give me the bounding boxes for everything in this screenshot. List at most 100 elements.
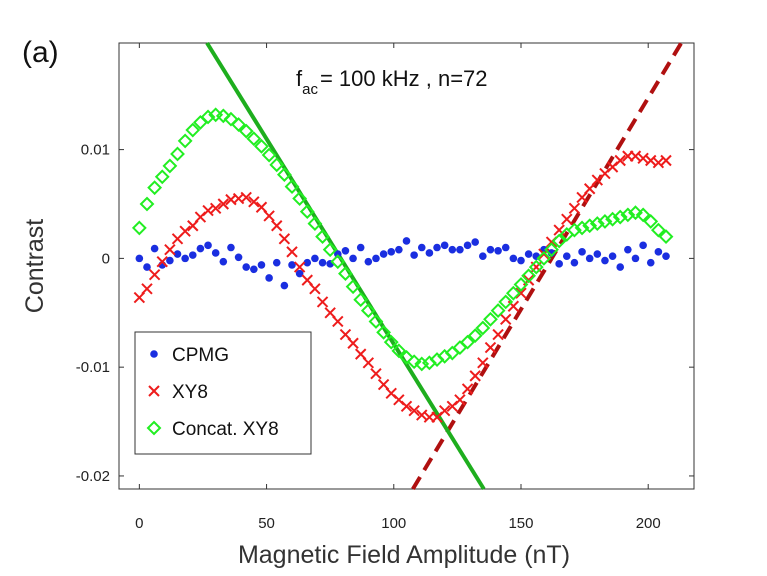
xy8-point-stroke xyxy=(225,193,237,206)
xy8-point xyxy=(316,296,329,308)
legend-symbol-xy8-stroke xyxy=(148,385,160,397)
cpmg-point xyxy=(288,261,296,269)
legend-label-concat-xy8: Concat. XY8 xyxy=(172,419,279,440)
xy8-point-stroke xyxy=(354,348,367,360)
xy8-point-stroke xyxy=(141,283,153,295)
cpmg-point xyxy=(395,245,403,254)
concat-xy8-point xyxy=(246,131,262,147)
axis-tick-labels: 0 50 100 150 200 -0.02 -0.01 0 0.01 xyxy=(76,142,661,532)
cpmg-point xyxy=(181,254,189,263)
y-tick-label: 0.01 xyxy=(81,142,110,159)
xy8-point-stroke xyxy=(469,370,481,382)
xy8-point-stroke xyxy=(209,202,222,215)
annotation-rest: = 100 kHz , n=72 xyxy=(320,66,488,91)
concat-xy8-point xyxy=(467,328,483,344)
concat-xy8-point xyxy=(185,122,201,138)
cpmg-point xyxy=(448,245,457,254)
xy8-point-stroke xyxy=(316,296,329,308)
xy8-point-stroke xyxy=(393,394,405,406)
xy8-point-stroke xyxy=(568,202,581,215)
cpmg-point xyxy=(471,238,479,246)
concat-xy8-point xyxy=(269,157,285,173)
cpmg-point xyxy=(608,252,617,261)
concat-xy8-point xyxy=(582,218,598,234)
y-tick-label: -0.02 xyxy=(76,468,110,485)
cpmg-point xyxy=(242,263,251,271)
cpmg-point xyxy=(463,241,472,250)
annotation-f: f xyxy=(296,66,303,91)
xy8-point-stroke xyxy=(377,378,390,391)
cpmg-point xyxy=(593,250,602,258)
cpmg-point xyxy=(318,258,327,267)
legend-symbol-xy8 xyxy=(148,385,160,397)
y-tick-label: 0 xyxy=(102,250,110,267)
concat-xy8-point xyxy=(635,207,651,223)
concat-xy8-point xyxy=(154,169,170,185)
concat-xy8-point xyxy=(551,233,567,249)
xy8-point-stroke xyxy=(652,156,665,169)
legend-label-cpmg: CPMG xyxy=(172,345,229,366)
concat-xy8-point xyxy=(597,213,613,229)
cpmg-point xyxy=(509,254,518,263)
concat-xy8-point xyxy=(261,147,277,163)
concat-xy8-point xyxy=(315,229,330,245)
cpmg-point xyxy=(364,257,373,266)
concat-xy8-point xyxy=(231,117,246,132)
cpmg-point xyxy=(280,281,289,290)
xy8-point-stroke xyxy=(255,201,268,213)
concat-xy8-point xyxy=(360,303,376,319)
cpmg-point xyxy=(265,274,273,282)
xy8-point-stroke xyxy=(324,307,336,319)
concat-xy8-point xyxy=(215,108,231,124)
xy8-point-stroke xyxy=(232,192,245,205)
concat-xy8-point xyxy=(513,277,529,292)
xy8-point-stroke xyxy=(454,394,466,406)
xy8-point-stroke xyxy=(278,233,291,245)
xy8-point xyxy=(492,328,504,341)
xy8-point xyxy=(347,337,359,349)
concat-xy8-point xyxy=(505,285,521,301)
cpmg-point xyxy=(311,254,319,263)
cpmg-point xyxy=(143,263,151,271)
xy8-point xyxy=(263,210,275,222)
concat-xy8-fit-line xyxy=(205,41,486,491)
xy8-point xyxy=(309,283,321,295)
cpmg-point xyxy=(204,241,212,250)
concat-xy8-point xyxy=(223,111,239,127)
concat-xy8-point xyxy=(170,146,185,162)
cpmg-point xyxy=(219,257,228,266)
concat-xy8-point xyxy=(650,222,666,238)
concat-xy8-point xyxy=(131,220,147,236)
xy8-point xyxy=(408,404,420,417)
xy8-point-stroke xyxy=(263,210,275,222)
cpmg-point xyxy=(578,248,586,256)
concat-xy8-point xyxy=(399,349,414,365)
cpmg-point xyxy=(440,241,449,250)
xy8-point xyxy=(164,243,176,256)
concat-xy8-point xyxy=(567,222,582,238)
cpmg-point xyxy=(295,269,304,278)
xy8-point-stroke xyxy=(385,387,397,399)
cpmg-point xyxy=(402,237,411,245)
cpmg-point xyxy=(654,248,663,256)
cpmg-point xyxy=(646,258,655,267)
cpmg-point xyxy=(272,258,281,267)
concat-xy8-point xyxy=(254,138,269,154)
concat-xy8-point xyxy=(658,229,674,245)
xy8-point-stroke xyxy=(332,315,344,328)
concat-xy8-point xyxy=(483,311,498,327)
concat-xy8-point xyxy=(345,279,361,295)
cpmg-point xyxy=(662,252,670,261)
xy8-point xyxy=(515,287,527,299)
xy8-point xyxy=(156,255,168,268)
concat-xy8-point xyxy=(490,303,506,319)
cpmg-point xyxy=(479,252,487,261)
cpmg-point xyxy=(387,248,396,256)
axis-ticks xyxy=(119,43,694,489)
xy8-point-stroke xyxy=(408,404,420,417)
fit-lines xyxy=(205,41,683,491)
concat-xy8-point xyxy=(276,167,292,183)
concat-xy8-point xyxy=(322,242,338,258)
xy8-point-stroke xyxy=(484,341,497,354)
